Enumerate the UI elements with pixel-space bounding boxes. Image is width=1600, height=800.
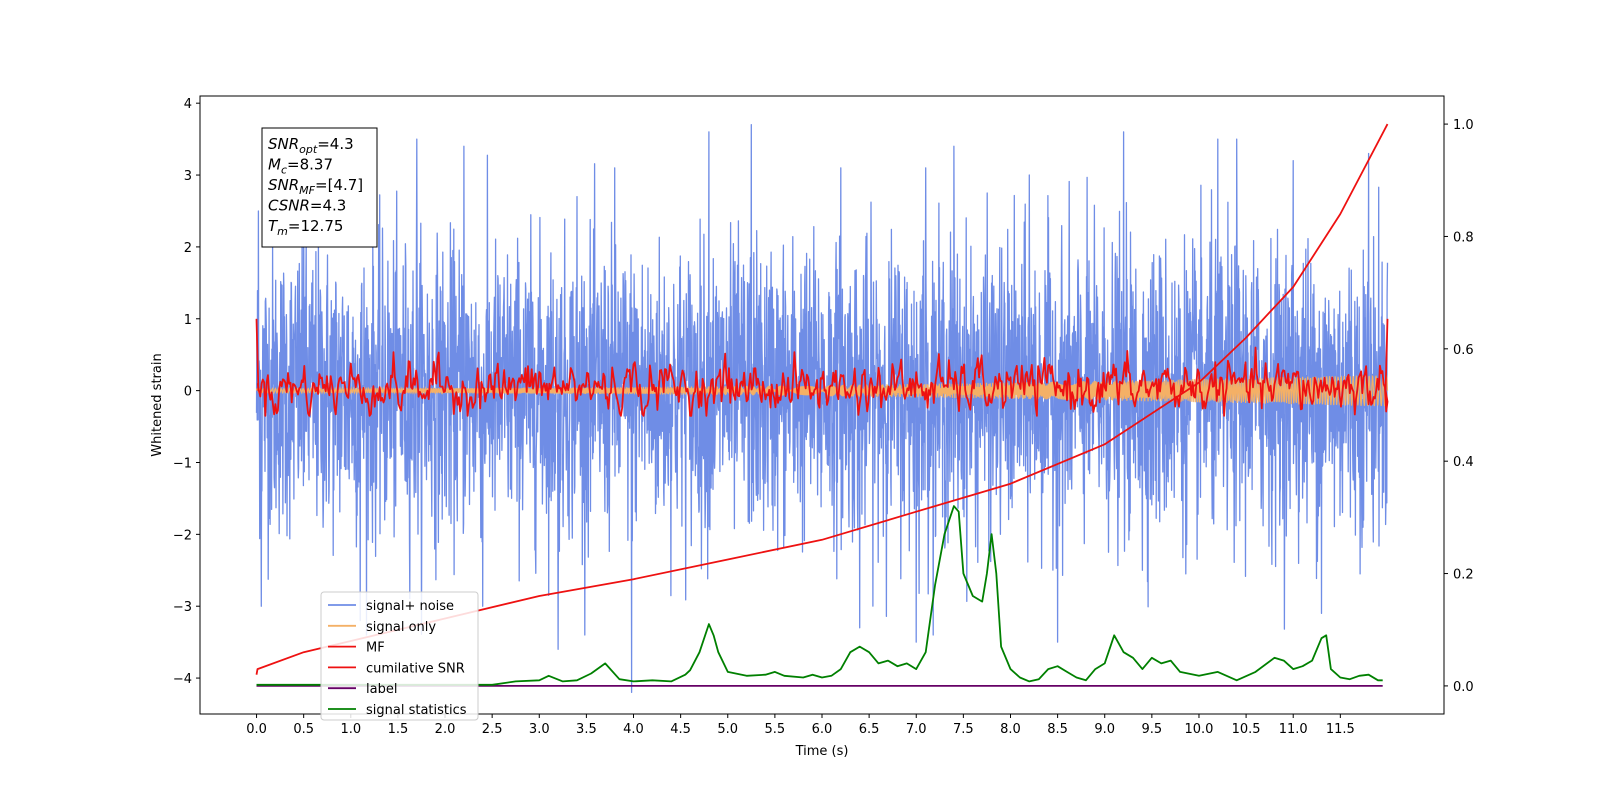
x-tick-label: 4.0 <box>623 722 644 737</box>
annotation-value: =8.37 <box>287 156 333 174</box>
annotation-subscript: MF <box>299 184 315 197</box>
y-axis-label: Whitened strain <box>150 353 165 456</box>
y-axis-right: 0.0 0.2 0.4 0.6 0.8 1.0 <box>1444 118 1474 695</box>
x-tick-label: 11.5 <box>1326 722 1355 737</box>
legend-label: label <box>366 682 397 697</box>
x-tick-label: 6.0 <box>812 722 833 737</box>
annotation-lines: SNRopt=4.3Mc=8.37SNRMF=[4.7]CSNR=4.3Tm=1… <box>268 135 363 238</box>
annotation-symbol: SNR <box>268 176 299 194</box>
annotation-box: SNRopt=4.3Mc=8.37SNRMF=[4.7]CSNR=4.3Tm=1… <box>261 127 378 248</box>
y-right-tick-label: 1.0 <box>1453 118 1474 133</box>
x-tick-label: 9.5 <box>1142 722 1163 737</box>
legend-label: signal+ noise <box>366 599 454 614</box>
y-right-tick-label: 0.0 <box>1453 680 1474 695</box>
y-tick-label: −4 <box>173 672 192 687</box>
y-right-tick-label: 0.8 <box>1453 230 1474 245</box>
y-tick-label: 1 <box>184 313 192 328</box>
annotation-frame <box>261 127 378 248</box>
x-tick-label: 2.5 <box>482 722 503 737</box>
x-tick-label: 4.5 <box>670 722 691 737</box>
annotation-line: Mc=8.37 <box>268 156 333 177</box>
x-tick-label: 0.0 <box>246 722 267 737</box>
series-line <box>255 318 1389 417</box>
x-tick-label: 11.0 <box>1279 722 1308 737</box>
x-tick-label: 7.5 <box>953 722 974 737</box>
y-tick-label: 3 <box>184 169 192 184</box>
y-tick-label: 0 <box>184 385 192 400</box>
x-tick-label: 6.5 <box>859 722 880 737</box>
annotation-subscript: m <box>277 225 288 238</box>
x-tick-label: 2.0 <box>435 722 456 737</box>
y-tick-label: −3 <box>173 600 192 615</box>
annotation-value: =[4.7] <box>315 176 363 194</box>
legend-label: MF <box>366 641 385 656</box>
x-tick-label: 8.0 <box>1000 722 1021 737</box>
y-right-tick-label: 0.6 <box>1453 343 1474 358</box>
legend-label: signal statistics <box>366 703 467 718</box>
y-tick-label: 4 <box>184 97 192 112</box>
y-right-tick-label: 0.2 <box>1453 568 1474 583</box>
y-right-tick-label: 0.4 <box>1453 455 1474 470</box>
annotation-line: Tm=12.75 <box>268 217 343 238</box>
legend-label: cumilative SNR <box>366 661 465 676</box>
x-tick-label: 8.5 <box>1047 722 1068 737</box>
x-tick-label: 5.0 <box>717 722 738 737</box>
y-axis-left: −4 −3 −2 −1 0 1 2 3 4 <box>173 97 200 687</box>
legend-items: signal+ noise signal only MF cumilative SNR… <box>328 599 467 718</box>
x-tick-label: 0.5 <box>293 722 314 737</box>
x-tick-label: 1.0 <box>340 722 361 737</box>
legend-label: signal only <box>366 620 436 635</box>
annotation-line: SNRMF=[4.7] <box>268 176 363 197</box>
annotation-subscript: c <box>281 164 287 177</box>
y-tick-label: −2 <box>173 528 192 543</box>
x-tick-label: 10.5 <box>1232 722 1261 737</box>
y-tick-label: 2 <box>184 241 192 256</box>
x-tick-label: 5.5 <box>765 722 786 737</box>
annotation-symbol: CSNR <box>268 197 310 215</box>
annotation-value: =4.3 <box>310 197 346 215</box>
annotation-value: =12.75 <box>288 217 344 235</box>
annotation-line: SNRopt=4.3 <box>268 135 354 156</box>
annotation-symbol: T <box>268 217 279 235</box>
annotation-line: CSNR=4.3 <box>268 197 346 215</box>
annotation-symbol: M <box>268 156 281 174</box>
legend: signal+ noise signal only MF cumilative SNR… <box>320 591 479 721</box>
x-tick-label: 3.5 <box>576 722 597 737</box>
annotation-subscript: opt <box>299 143 318 156</box>
x-tick-label: 9.0 <box>1094 722 1115 737</box>
x-tick-label: 3.0 <box>529 722 550 737</box>
series-line <box>256 505 1383 686</box>
legend-frame <box>320 591 479 721</box>
x-tick-label: 7.0 <box>906 722 927 737</box>
x-axis: 0.0 0.5 1.0 1.5 2.0 2.5 3.0 3.5 4.0 4.5 5.0 5.5 6.0 6… <box>246 714 1355 737</box>
x-tick-label: 10.0 <box>1184 722 1213 737</box>
annotation-symbol: SNR <box>268 135 299 153</box>
x-tick-label: 1.5 <box>388 722 409 737</box>
x-axis-label: Time (s) <box>795 744 849 759</box>
annotation-value: =4.3 <box>317 135 353 153</box>
y-tick-label: −1 <box>173 456 192 471</box>
series-line <box>255 124 1389 694</box>
